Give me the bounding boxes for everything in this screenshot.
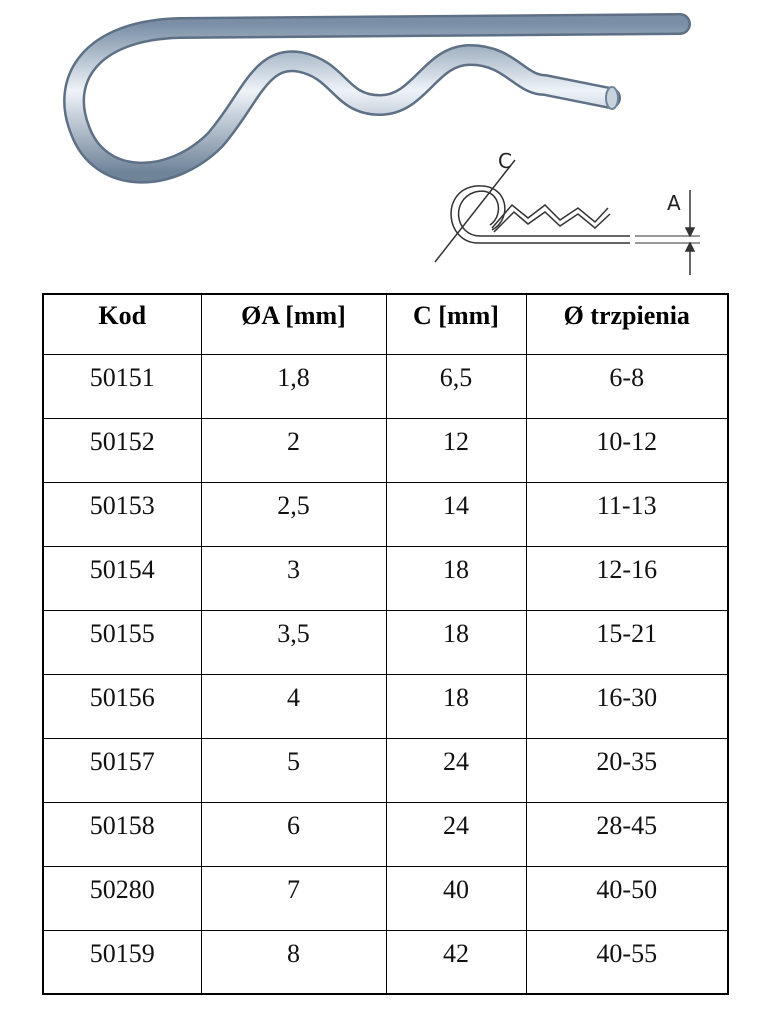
product-drawing: C A — [63, 13, 700, 275]
table-cell: 50157 — [42, 737, 202, 803]
table-cell: 16-30 — [525, 673, 729, 739]
table-cell: 28-45 — [525, 801, 729, 867]
table-cell: 6 — [200, 801, 387, 867]
table-cell: 24 — [385, 737, 527, 803]
table-cell: 50154 — [42, 545, 202, 611]
table-cell: 20-35 — [525, 737, 729, 803]
header-cell: Kod — [42, 293, 202, 355]
table-row: 50280 7 40 40-50 — [42, 865, 729, 931]
table-cell: 6,5 — [385, 353, 527, 419]
table-cell: 14 — [385, 481, 527, 547]
table-cell: 40-55 — [525, 929, 729, 995]
table-cell: 50156 — [42, 673, 202, 739]
table-cell: 1,8 — [200, 353, 387, 419]
table-cell: 3,5 — [200, 609, 387, 675]
table-cell: 3 — [200, 545, 387, 611]
table-cell: 6-8 — [525, 353, 729, 419]
table-cell: 24 — [385, 801, 527, 867]
table-cell: 40-50 — [525, 865, 729, 931]
table-cell: 18 — [385, 545, 527, 611]
header-row: Kod ØA [mm] C [mm] Ø trzpienia — [42, 293, 729, 355]
table-row: 50158 6 24 28-45 — [42, 801, 729, 867]
table-row: 50152 2 12 10-12 — [42, 417, 729, 483]
table-cell: 12-16 — [525, 545, 729, 611]
header-cell: C [mm] — [385, 293, 527, 355]
table-cell: 18 — [385, 673, 527, 739]
table-cell: 18 — [385, 609, 527, 675]
table-row: 50151 1,8 6,5 6-8 — [42, 353, 729, 419]
table-cell: 50158 — [42, 801, 202, 867]
table-cell: 50152 — [42, 417, 202, 483]
table-cell: 15-21 — [525, 609, 729, 675]
table-cell: 50280 — [42, 865, 202, 931]
clip-photo — [63, 13, 691, 184]
table-cell: 7 — [200, 865, 387, 931]
table-row: 50157 5 24 20-35 — [42, 737, 729, 803]
table-cell: 40 — [385, 865, 527, 931]
table-cell: 12 — [385, 417, 527, 483]
header-cell: Ø trzpienia — [525, 293, 729, 355]
table-cell: 50153 — [42, 481, 202, 547]
header-cell: ØA [mm] — [200, 293, 387, 355]
table-cell: 5 — [200, 737, 387, 803]
table-row: 50153 2,5 14 11-13 — [42, 481, 729, 547]
table-cell: 11-13 — [525, 481, 729, 547]
table-cell: 10-12 — [525, 417, 729, 483]
table-cell: 8 — [200, 929, 387, 995]
table-cell: 50155 — [42, 609, 202, 675]
table-row: 50154 3 18 12-16 — [42, 545, 729, 611]
table-row: 50159 8 42 40-55 — [42, 929, 729, 995]
dimension-label: A — [667, 191, 681, 215]
table-cell: 42 — [385, 929, 527, 995]
table-row: 50156 4 18 16-30 — [42, 673, 729, 739]
table-cell: 4 — [200, 673, 387, 739]
spec-table: Kod ØA [mm] C [mm] Ø trzpienia 50151 1,8 6,5 6… — [42, 293, 729, 995]
clip-diagram — [434, 159, 700, 275]
table-row: 50155 3,5 18 15-21 — [42, 609, 729, 675]
table-cell: 50151 — [42, 353, 202, 419]
dimension-label: C — [498, 149, 512, 173]
table-cell: 2,5 — [200, 481, 387, 547]
table-cell: 50159 — [42, 929, 202, 995]
table-cell: 2 — [200, 417, 387, 483]
